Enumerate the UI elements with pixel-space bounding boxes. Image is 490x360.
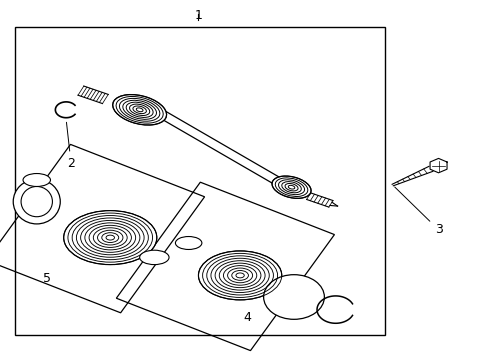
Circle shape xyxy=(264,275,324,319)
Ellipse shape xyxy=(198,251,282,300)
Text: 1: 1 xyxy=(195,9,202,22)
Ellipse shape xyxy=(23,174,50,186)
Text: 3: 3 xyxy=(395,187,442,236)
Ellipse shape xyxy=(175,237,202,249)
Text: 4: 4 xyxy=(244,311,251,324)
Text: 5: 5 xyxy=(43,272,50,285)
Bar xyxy=(15,27,385,335)
Ellipse shape xyxy=(113,95,167,125)
Ellipse shape xyxy=(64,211,157,265)
Polygon shape xyxy=(430,158,447,173)
Ellipse shape xyxy=(13,179,60,224)
Ellipse shape xyxy=(272,176,311,198)
Ellipse shape xyxy=(140,250,169,265)
Text: 2: 2 xyxy=(67,122,75,170)
